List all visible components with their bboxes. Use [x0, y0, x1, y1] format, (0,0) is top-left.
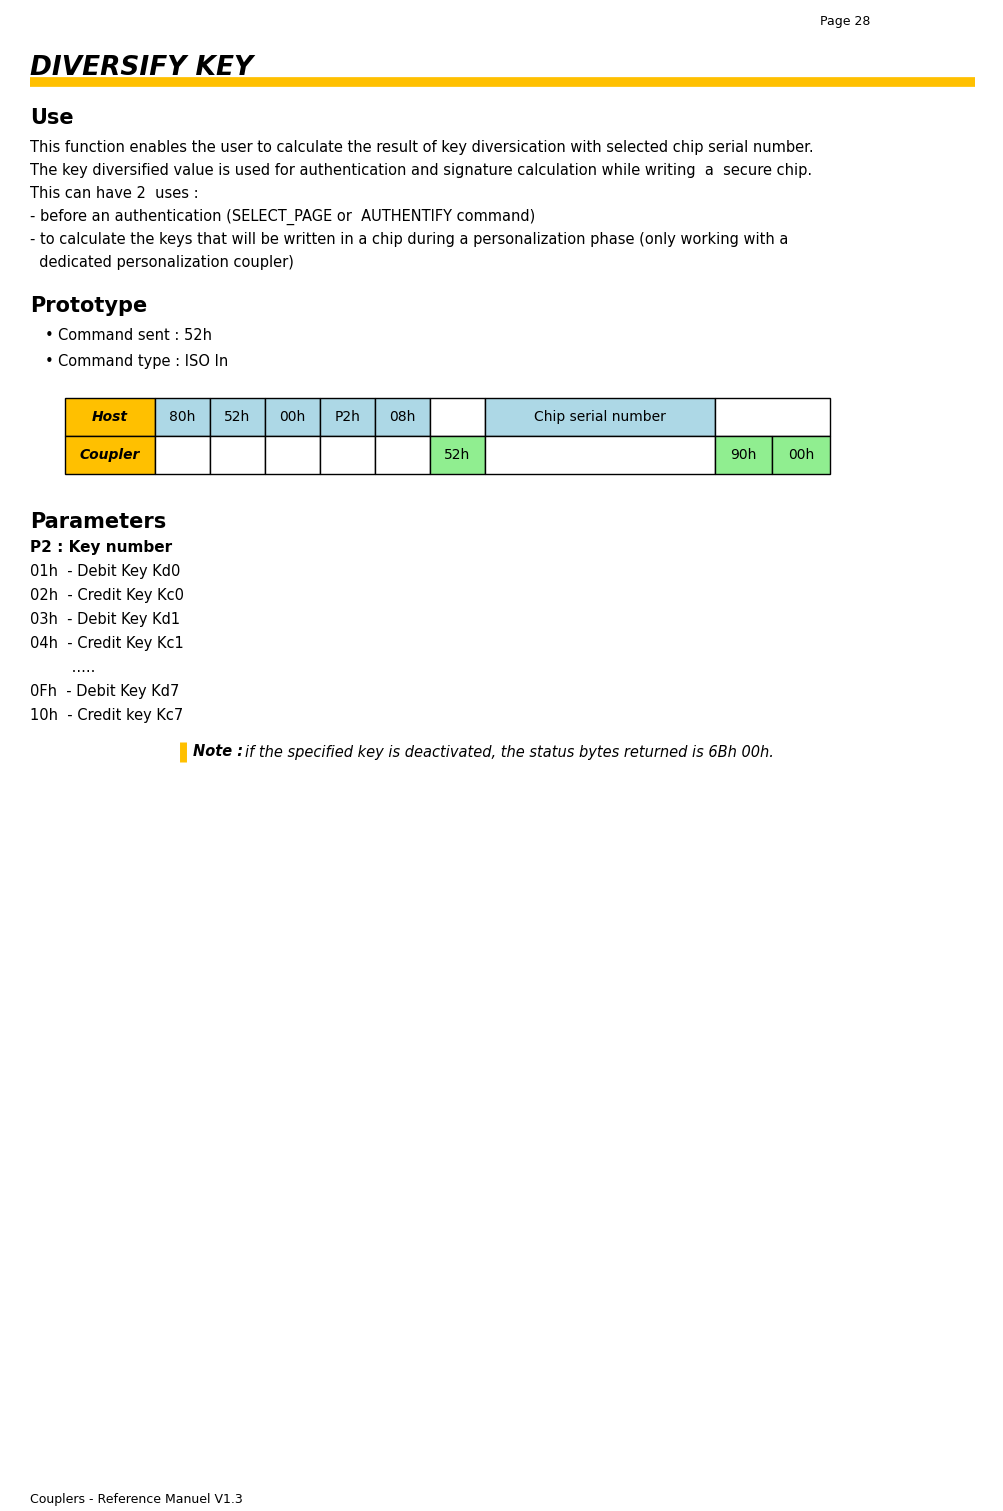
Text: Command sent : 52h: Command sent : 52h — [58, 328, 212, 343]
Bar — [265, 397, 320, 437]
Text: 03h  - Debit Key Kd1: 03h - Debit Key Kd1 — [30, 612, 180, 627]
Bar — [210, 397, 265, 437]
Text: 0Fh  - Debit Key Kd7: 0Fh - Debit Key Kd7 — [30, 684, 180, 700]
Bar — [714, 397, 829, 437]
Text: 04h  - Credit Key Kc1: 04h - Credit Key Kc1 — [30, 636, 184, 651]
Text: The key diversified value is used for authentication and signature calculation w: The key diversified value is used for au… — [30, 163, 811, 178]
Text: dedicated personalization coupler): dedicated personalization coupler) — [30, 255, 294, 270]
Bar — [484, 437, 714, 474]
Text: Chip serial number: Chip serial number — [534, 409, 665, 425]
Bar — [320, 437, 375, 474]
Text: 52h: 52h — [444, 447, 470, 462]
Text: 52h: 52h — [224, 409, 251, 425]
Text: DIVERSIFY KEY: DIVERSIFY KEY — [30, 54, 253, 82]
Text: Host: Host — [92, 409, 127, 425]
Text: 08h: 08h — [389, 409, 415, 425]
Text: if the specified key is deactivated, the status bytes returned is 6Bh 00h.: if the specified key is deactivated, the… — [245, 745, 773, 760]
Text: .....: ..... — [30, 660, 95, 675]
Text: This function enables the user to calculate the result of key diversication with: This function enables the user to calcul… — [30, 141, 812, 156]
Text: •: • — [45, 328, 54, 343]
Text: Use: Use — [30, 107, 73, 128]
Bar — [154, 397, 210, 437]
Bar — [375, 397, 429, 437]
Text: Note :: Note : — [193, 745, 248, 760]
Text: - before an authentication (SELECT_PAGE or  AUTHENTIFY command): - before an authentication (SELECT_PAGE … — [30, 209, 535, 225]
Bar — [65, 397, 154, 437]
Text: 02h  - Credit Key Kc0: 02h - Credit Key Kc0 — [30, 588, 184, 603]
Text: P2h: P2h — [334, 409, 360, 425]
Text: 00h: 00h — [279, 409, 305, 425]
Bar — [771, 437, 829, 474]
Bar — [154, 437, 210, 474]
Text: Couplers - Reference Manuel V1.3: Couplers - Reference Manuel V1.3 — [30, 1493, 243, 1506]
Bar — [265, 437, 320, 474]
Text: 00h: 00h — [787, 447, 813, 462]
Bar — [714, 437, 771, 474]
Bar — [65, 437, 154, 474]
Text: 80h: 80h — [170, 409, 196, 425]
Text: P2 : Key number: P2 : Key number — [30, 539, 172, 555]
Text: - to calculate the keys that will be written in a chip during a personalization : - to calculate the keys that will be wri… — [30, 233, 787, 246]
Text: •: • — [45, 354, 54, 369]
Text: Parameters: Parameters — [30, 512, 166, 532]
Bar — [320, 397, 375, 437]
Bar — [429, 437, 484, 474]
Text: 01h  - Debit Key Kd0: 01h - Debit Key Kd0 — [30, 564, 181, 579]
Bar — [429, 397, 484, 437]
Bar — [375, 437, 429, 474]
Text: 10h  - Credit key Kc7: 10h - Credit key Kc7 — [30, 709, 184, 722]
Text: Coupler: Coupler — [79, 447, 140, 462]
Bar — [484, 397, 714, 437]
Text: Prototype: Prototype — [30, 296, 147, 316]
Text: This can have 2  uses :: This can have 2 uses : — [30, 186, 199, 201]
Text: Command type : ISO In: Command type : ISO In — [58, 354, 228, 369]
Bar — [210, 437, 265, 474]
Text: 90h: 90h — [729, 447, 756, 462]
Text: Page 28: Page 28 — [819, 15, 870, 29]
